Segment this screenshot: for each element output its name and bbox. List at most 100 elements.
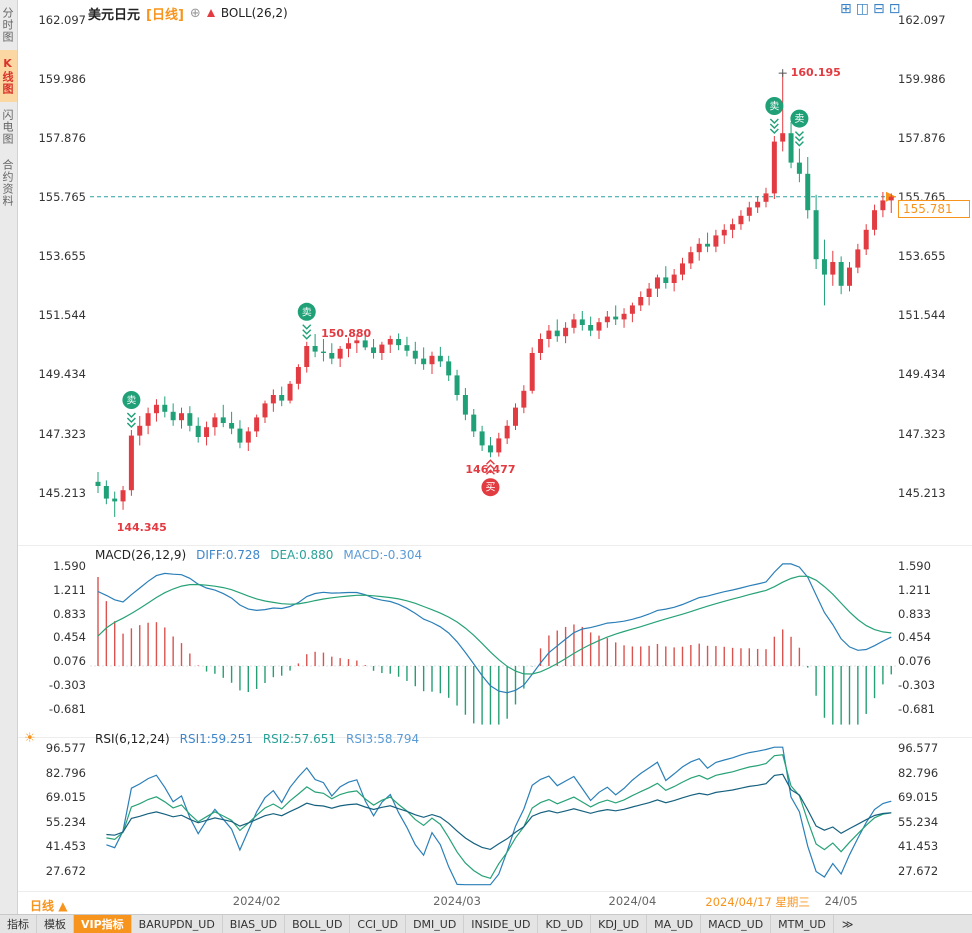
price-axis-left: 162.097 159.986 157.876 155.765 153.655 151.5… (18, 0, 86, 912)
price-axis-label: 149.434 (898, 367, 946, 382)
toolbar-tab-MACD_UD[interactable]: MACD_UD (701, 915, 772, 933)
toolbar-tab-KDJ_UD[interactable]: KDJ_UD (591, 915, 648, 933)
candle (404, 345, 410, 351)
candle (813, 210, 819, 260)
candle (270, 395, 276, 404)
candle (838, 262, 844, 286)
candle (563, 327, 569, 337)
candle (788, 133, 794, 163)
rsi1-value: RSI1:59.251 (179, 732, 253, 746)
layout-horizontal-split-icon[interactable]: ⊟ (872, 1, 885, 17)
indicator-settings-icon[interactable]: ☀ (24, 731, 36, 746)
candle (320, 351, 326, 353)
period-selector[interactable]: 日线 ▲ (30, 897, 67, 914)
toolbar-more-button[interactable]: ≫ (841, 917, 854, 931)
price-axis-label: 145.213 (898, 485, 946, 500)
candle (379, 344, 385, 353)
bottom-toolbar: 指标 模板 VIP指标 BARUPDN_UD BIAS_UD BOLL_UD CCI_UD D… (0, 914, 972, 933)
candle (696, 243, 702, 253)
toolbar-tab-BARUPDN_UD[interactable]: BARUPDN_UD (132, 915, 223, 933)
macd-chart[interactable] (90, 556, 896, 732)
sell-marker (122, 391, 141, 409)
rsi3-value: RSI3:58.794 (346, 732, 420, 746)
macd-axis-label: 1.590 (53, 558, 86, 573)
toolbar-tab-INSIDE_UD[interactable]: INSIDE_UD (464, 915, 539, 933)
time-axis-label: 2024/04/17 星期三 (705, 895, 810, 909)
candle (170, 411, 176, 421)
candle (112, 498, 118, 502)
candle (103, 486, 109, 499)
time-axis-label: 24/05 (824, 894, 858, 908)
add-indicator-icon[interactable]: ⊕ (189, 5, 201, 21)
svg-text:卖: 卖 (769, 101, 779, 113)
candle (153, 404, 159, 414)
candle (646, 288, 652, 297)
price-axis-label: 149.434 (38, 367, 86, 382)
price-axis-label: 153.655 (898, 249, 946, 264)
price-axis-label: 159.986 (38, 71, 86, 86)
candle (579, 319, 585, 325)
toolbar-tab-KD_UD[interactable]: KD_UD (538, 915, 592, 933)
candle (671, 274, 677, 283)
sidebar-tab-合约资料[interactable]: 合约资料 (1, 159, 14, 207)
candle (546, 330, 552, 339)
candle (680, 263, 685, 275)
buy-marker (481, 478, 500, 497)
price-axis-label: 155.765 (38, 190, 86, 205)
candle (821, 259, 827, 275)
candle (145, 413, 151, 426)
candle (421, 358, 427, 365)
sidebar-tab-K线图[interactable]: K线图 (0, 50, 17, 102)
candle (212, 417, 218, 428)
layout-vertical-split-icon[interactable]: ◫ (855, 1, 869, 17)
toolbar-tab-指标[interactable]: 指标 (0, 915, 37, 933)
rsi2-value: RSI2:57.651 (262, 732, 337, 746)
rsi-label-row: RSI(6,12,24) RSI1:59.251 RSI2:57.651 RSI… (95, 732, 419, 746)
layout-single-icon[interactable]: ⊞ (840, 1, 852, 17)
sidebar-tab-分时图[interactable]: 分时图 (1, 7, 14, 43)
price-axis-right: 162.097 159.986 157.876 155.765 153.655 151.5… (898, 0, 972, 912)
candle (229, 423, 235, 429)
candle (187, 413, 193, 426)
svg-text:卖: 卖 (794, 113, 804, 125)
rsi-title: RSI(6,12,24) (95, 732, 170, 746)
layout-icons: ⊞ ◫ ⊟ ⊡ (840, 2, 900, 16)
candle (279, 395, 285, 401)
rsi-axis-label: 27.672 (45, 863, 86, 878)
rsi-chart[interactable] (90, 740, 896, 892)
candle (888, 196, 894, 201)
macd-axis-label: 0.454 (898, 630, 931, 645)
candle (513, 407, 518, 426)
toolbar-tab-VIP指标[interactable]: VIP指标 (74, 915, 132, 933)
panel-divider (18, 737, 972, 738)
toolbar-tab-MA_UD[interactable]: MA_UD (647, 915, 702, 933)
toolbar-tab-BIAS_UD[interactable]: BIAS_UD (223, 915, 286, 933)
macd-axis-label: 0.076 (898, 654, 931, 669)
candle (855, 249, 861, 268)
toolbar-tab-模板[interactable]: 模板 (37, 915, 74, 933)
toolbar-tab-MTM_UD[interactable]: MTM_UD (771, 915, 834, 933)
current-price-tag: 155.781 (898, 199, 970, 218)
candle (755, 201, 761, 208)
rsi-axis-label: 41.453 (45, 839, 86, 854)
price-axis-label: 147.323 (38, 426, 86, 441)
toolbar-tab-DMI_UD[interactable]: DMI_UD (406, 915, 465, 933)
candle (880, 200, 886, 211)
candle (705, 243, 711, 247)
period-tag: [日线] (146, 7, 184, 23)
candle (287, 383, 293, 401)
sidebar-tab-闪电图[interactable]: 闪电图 (1, 109, 14, 145)
sell-marker (790, 109, 809, 128)
price-axis-label: 151.544 (38, 308, 86, 323)
chart-header: 美元日元 [日线] ⊕ BOLL(26,2) (88, 4, 288, 23)
time-axis-label: 2024/04 (608, 894, 657, 908)
toolbar-tab-CCI_UD[interactable]: CCI_UD (350, 915, 407, 933)
candle (487, 445, 493, 453)
macd-axis-label: 0.076 (53, 654, 86, 669)
toolbar-tab-BOLL_UD[interactable]: BOLL_UD (285, 915, 351, 933)
up-arrow-icon (206, 9, 215, 17)
candle (688, 252, 694, 264)
layout-grid-icon[interactable]: ⊡ (888, 1, 901, 17)
